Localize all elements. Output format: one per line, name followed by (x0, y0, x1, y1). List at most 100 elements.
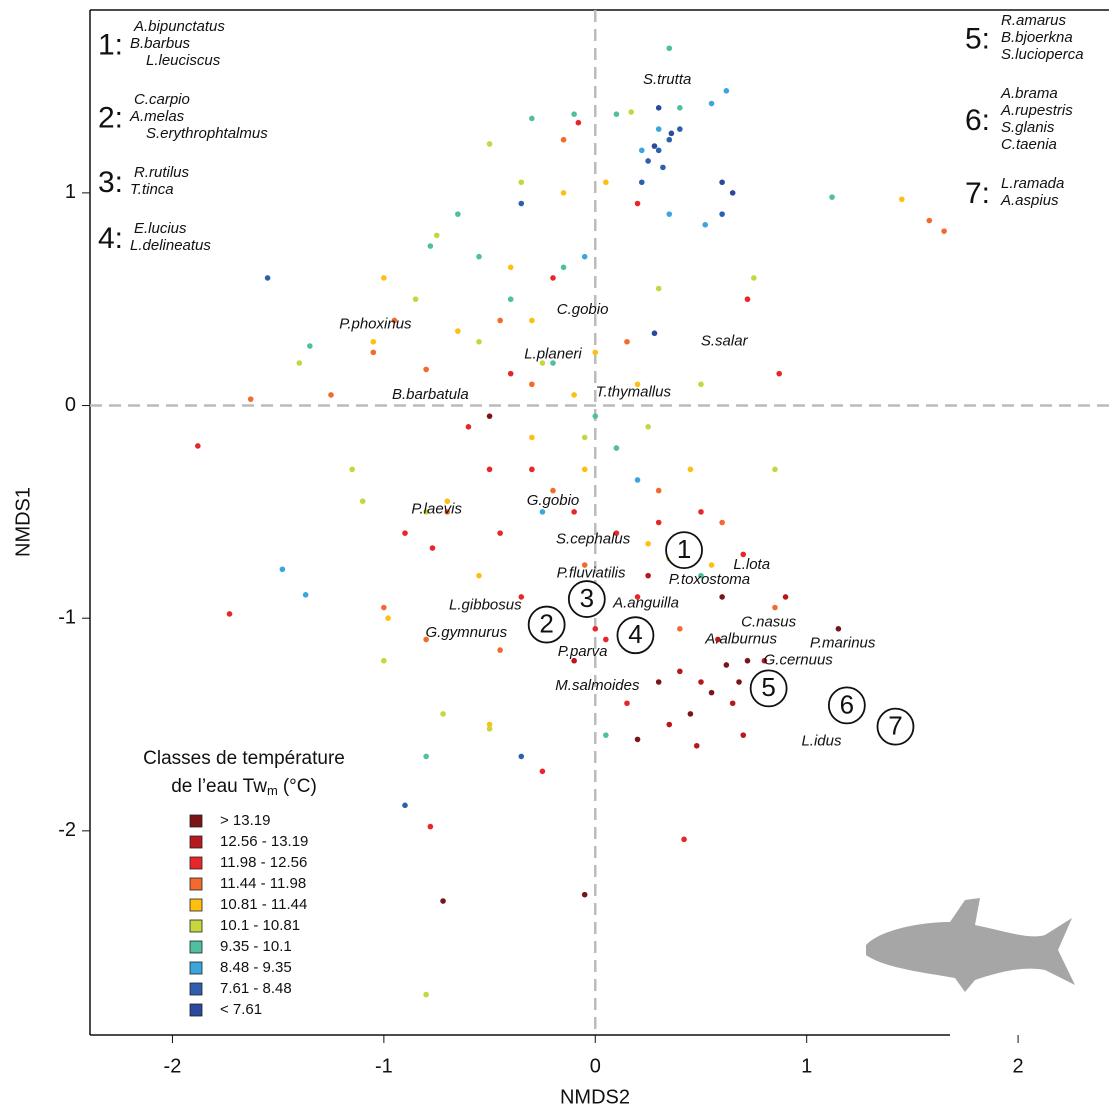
point (761, 657, 768, 664)
point (668, 130, 675, 137)
point (698, 679, 704, 685)
point (497, 530, 503, 536)
x-axis-label: NMDS2 (560, 1086, 630, 1108)
point (247, 396, 254, 402)
group-species: A.melas (129, 108, 185, 125)
point (440, 898, 446, 904)
point (518, 200, 525, 207)
point (613, 530, 620, 536)
group-marker-label: 3 (580, 583, 594, 613)
point (677, 668, 683, 675)
point (655, 519, 662, 526)
point (486, 413, 493, 419)
x-tick-label: -2 (164, 1055, 182, 1077)
point (603, 732, 609, 738)
group-species: B.barbus (130, 35, 191, 52)
group-marker-label: 7 (888, 711, 902, 741)
group-marker (616, 616, 655, 655)
point (634, 477, 641, 483)
point (740, 551, 747, 558)
species-label: M.salmoides (555, 677, 640, 694)
legend-swatch (189, 877, 203, 891)
point (529, 434, 535, 441)
legend-swatch (189, 856, 203, 870)
group-marker-label: 5 (761, 672, 775, 702)
legend-swatch (189, 1003, 203, 1017)
point (723, 662, 730, 668)
point (226, 611, 233, 617)
point (385, 615, 391, 621)
legend-swatch (189, 982, 203, 996)
point (645, 158, 651, 164)
species-label: G.gymnurus (425, 624, 507, 641)
point (613, 445, 620, 451)
group-species: S.lucioperca (1001, 46, 1084, 63)
point (486, 141, 493, 147)
group-number: 7: (965, 177, 990, 210)
point (687, 711, 694, 717)
group-marker-label: 6 (840, 689, 854, 719)
legend-title: de l’eau Twm (°C) (171, 776, 317, 798)
point (486, 466, 493, 473)
group-number: 2: (98, 101, 123, 134)
point (751, 275, 757, 281)
group-species: T.tinca (130, 181, 174, 198)
point (571, 509, 577, 515)
y-tick-label: -2 (58, 819, 76, 841)
point (529, 466, 535, 473)
species-label: P.marinus (810, 635, 876, 652)
point (486, 725, 493, 732)
point (677, 626, 683, 632)
group-number: 3: (98, 166, 123, 199)
legend-title-part: m (267, 783, 278, 798)
species-label: P.toxostoma (669, 571, 750, 588)
point (444, 498, 451, 505)
point (302, 592, 309, 598)
point (638, 147, 645, 154)
point (655, 126, 662, 132)
point (744, 657, 751, 664)
point (571, 657, 577, 664)
point (571, 111, 577, 118)
point (497, 317, 503, 324)
point (899, 196, 905, 203)
species-label: A.alburnus (704, 630, 777, 647)
point (507, 296, 514, 303)
point (328, 392, 334, 398)
group-marker (567, 580, 606, 618)
point (829, 194, 835, 200)
point (655, 147, 662, 154)
point (638, 179, 645, 186)
point (698, 572, 704, 579)
point (391, 317, 398, 324)
point (412, 296, 419, 303)
legend-title-part: de l’eau Tw (171, 776, 267, 797)
point (381, 604, 387, 611)
point (645, 424, 651, 430)
legend-label: < 7.61 (220, 1001, 262, 1018)
point (429, 545, 436, 551)
legend-label: 10.1 - 10.81 (220, 917, 300, 934)
point (655, 487, 662, 494)
point (655, 679, 662, 685)
point (381, 657, 387, 664)
point (539, 768, 546, 775)
point (529, 381, 535, 388)
group-species: A.bipunctatus (133, 18, 225, 35)
point (681, 836, 687, 843)
legend-title-part: (°C) (283, 776, 317, 797)
point (370, 338, 377, 345)
legend-label: 12.56 - 13.19 (220, 833, 308, 850)
point (539, 509, 546, 515)
point (666, 721, 673, 728)
point (465, 424, 472, 430)
point (518, 594, 525, 600)
point (645, 540, 651, 547)
point (423, 753, 429, 760)
group-species: C.taenia (1001, 136, 1057, 153)
point (423, 636, 429, 643)
species-label: G.gobio (527, 492, 580, 509)
point (651, 143, 658, 149)
legend-label: 11.98 - 12.56 (220, 854, 307, 871)
group-species: L.delineatus (130, 237, 211, 254)
